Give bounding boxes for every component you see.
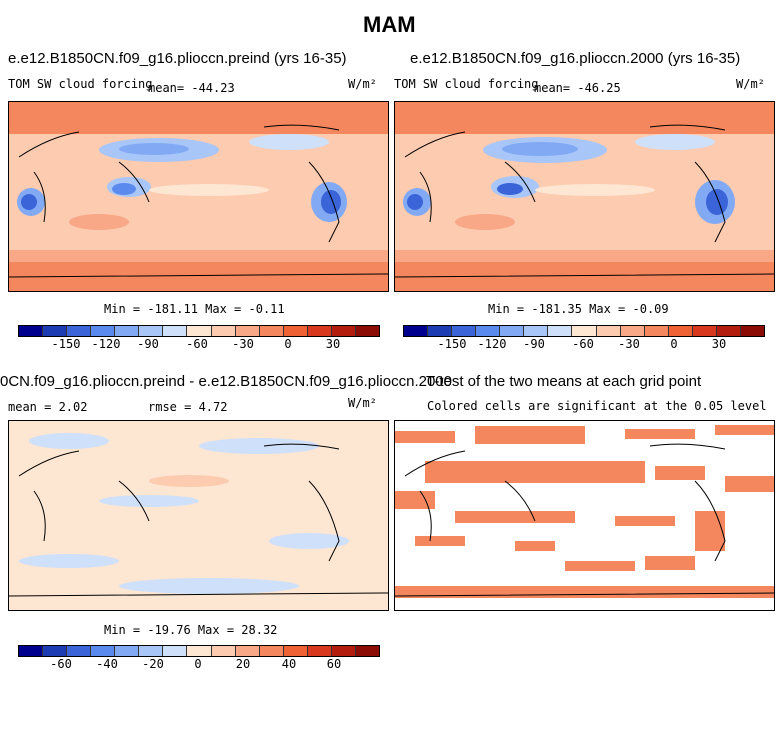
colorbar-abs-left-tick: -90 — [137, 337, 159, 351]
panel3-map — [8, 420, 389, 611]
colorbar-abs-right-tick: 0 — [670, 337, 678, 351]
colorbar-abs-right-tick: -30 — [618, 337, 640, 351]
panel3-title: 0CN.f09_g16.plioccn.preind - e.e12.B1850… — [0, 373, 452, 390]
panel2-mean: mean= -46.25 — [534, 81, 621, 95]
colorbar-abs-left-tick: 30 — [325, 337, 341, 351]
colorbar-abs-left-tick: -60 — [186, 337, 208, 351]
colorbar-abs-left-tick: -30 — [232, 337, 254, 351]
panel2-variable: TOM SW cloud forcing — [394, 77, 539, 91]
colorbar-abs-right-tick: -90 — [523, 337, 545, 351]
panel1-units: W/m² — [348, 77, 377, 91]
colorbar-abs-left-tick: -120 — [91, 337, 121, 351]
panel1-title: e.e12.B1850CN.f09_g16.plioccn.preind (yr… — [8, 50, 347, 67]
panel1-minmax: Min = -181.11 Max = -0.11 — [104, 302, 285, 316]
figure-title: MAM — [363, 12, 416, 37]
colorbar-diff-tick: 20 — [235, 657, 251, 671]
colorbar-diff-tick: 60 — [326, 657, 342, 671]
colorbar-diff-tick: -40 — [96, 657, 118, 671]
panel4-title: T-test of the two means at each grid poi… — [426, 373, 702, 390]
panel3-minmax: Min = -19.76 Max = 28.32 — [104, 623, 278, 637]
colorbar-abs-right — [403, 325, 765, 337]
panel3-mean: mean = 2.02 — [8, 400, 88, 414]
panel3-rmse: rmse = 4.72 — [148, 400, 228, 414]
colorbar-diff-tick: 0 — [194, 657, 202, 671]
colorbar-abs-right-tick: 30 — [711, 337, 727, 351]
panel2-units: W/m² — [736, 77, 765, 91]
panel1-variable: TOM SW cloud forcing — [8, 77, 153, 91]
panel2-minmax: Min = -181.35 Max = -0.09 — [488, 302, 669, 316]
panel1-mean: mean= -44.23 — [148, 81, 235, 95]
colorbar-diff-tick: -60 — [50, 657, 72, 671]
colorbar-abs-left-tick: -150 — [51, 337, 81, 351]
colorbar-abs-right-tick: -120 — [477, 337, 507, 351]
panel4-map — [394, 420, 775, 611]
colorbar-abs-right-tick: -150 — [437, 337, 467, 351]
colorbar-diff-tick: 40 — [281, 657, 297, 671]
panel2-title: e.e12.B1850CN.f09_g16.plioccn.2000 (yrs … — [410, 50, 741, 67]
panel4-subtitle: Colored cells are significant at the 0.0… — [427, 399, 767, 413]
colorbar-abs-left-tick: 0 — [284, 337, 292, 351]
colorbar-diff — [18, 645, 380, 657]
colorbar-abs-left — [18, 325, 380, 337]
panel2-map — [394, 101, 775, 292]
colorbar-diff-tick: -20 — [142, 657, 164, 671]
panel1-map — [8, 101, 389, 292]
colorbar-abs-right-tick: -60 — [572, 337, 594, 351]
panel3-units: W/m² — [348, 396, 377, 410]
